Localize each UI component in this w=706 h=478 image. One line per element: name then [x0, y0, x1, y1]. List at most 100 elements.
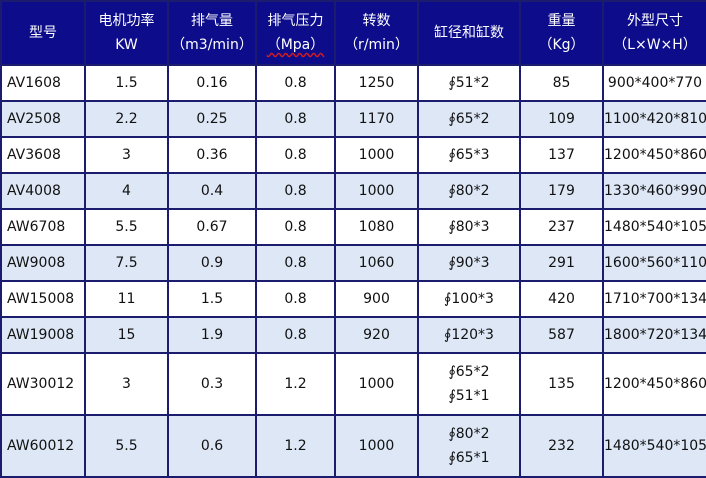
cylinder-spec: ∮120*3: [444, 327, 494, 343]
header-power-unit: KW: [115, 37, 138, 53]
cell-displacement: 1.5: [167, 280, 257, 318]
cell-power: 1.5: [84, 64, 169, 102]
cell-displacement: 0.16: [167, 64, 257, 102]
cell-power: 2.2: [84, 100, 169, 138]
cell-power: 7.5: [84, 244, 169, 282]
cell-cylinders: ∮100*3: [417, 280, 521, 318]
table-row: AW15008 11 1.5 0.8 900 ∮100*3 420 1710*7…: [0, 280, 706, 318]
cell-size: 1710*700*1340: [602, 280, 706, 318]
cell-cylinders: ∮65*2 ∮51*1: [417, 352, 521, 416]
cell-speed: 1000: [334, 352, 419, 416]
cell-speed: 1000: [334, 172, 419, 210]
cell-power: 11: [84, 280, 169, 318]
header-row: 型号 电机功率 KW 排气量 （m3/min） 排气压力 （Mpa） 转数 （r…: [0, 0, 706, 66]
header-model-label: 型号: [29, 25, 57, 41]
cell-weight: 135: [519, 352, 604, 416]
table-row: AW9008 7.5 0.9 0.8 1060 ∮90*3 291 1600*5…: [0, 244, 706, 282]
cell-displacement: 0.3: [167, 352, 257, 416]
cylinder-spec: ∮90*3: [448, 255, 490, 271]
header-cylinders-label: 缸径和缸数: [434, 25, 504, 41]
cell-displacement: 0.4: [167, 172, 257, 210]
cell-model: AV2508: [0, 100, 86, 138]
table-row: AW30012 3 0.3 1.2 1000 ∮65*2 ∮51*1 135 1…: [0, 352, 706, 416]
cell-power: 5.5: [84, 414, 169, 478]
cell-speed: 1250: [334, 64, 419, 102]
cell-cylinders: ∮80*2: [417, 172, 521, 210]
cell-displacement: 0.25: [167, 100, 257, 138]
cell-power: 15: [84, 316, 169, 354]
cell-weight: 137: [519, 136, 604, 174]
cell-speed: 1080: [334, 208, 419, 246]
cell-power: 3: [84, 352, 169, 416]
cell-cylinders: ∮80*3: [417, 208, 521, 246]
cell-pressure: 0.8: [255, 136, 336, 174]
cell-speed: 1000: [334, 136, 419, 174]
cylinder-spec: ∮80*3: [448, 219, 490, 235]
header-pressure-unit: （Mpa）: [266, 37, 325, 53]
cell-displacement: 0.67: [167, 208, 257, 246]
cell-pressure: 0.8: [255, 208, 336, 246]
cell-pressure: 0.8: [255, 280, 336, 318]
cell-power: 4: [84, 172, 169, 210]
cell-displacement: 1.9: [167, 316, 257, 354]
cell-model: AW19008: [0, 316, 86, 354]
cell-model: AW6708: [0, 208, 86, 246]
cell-pressure: 0.8: [255, 100, 336, 138]
cell-size: 1100*420*810: [602, 100, 706, 138]
cell-model: AW15008: [0, 280, 86, 318]
header-displacement-unit: （m3/min）: [171, 37, 253, 53]
cylinder-spec: ∮80*2: [448, 426, 490, 442]
cell-displacement: 0.6: [167, 414, 257, 478]
cell-power: 3: [84, 136, 169, 174]
cell-size: 1800*720*1340: [602, 316, 706, 354]
cell-pressure: 0.8: [255, 244, 336, 282]
cell-speed: 1000: [334, 414, 419, 478]
cell-size: 900*400*770: [602, 64, 706, 102]
cell-size: 1480*540*1050: [602, 208, 706, 246]
header-pressure-label: 排气压力: [267, 13, 324, 29]
cell-pressure: 1.2: [255, 414, 336, 478]
table-row: AW6708 5.5 0.67 0.8 1080 ∮80*3 237 1480*…: [0, 208, 706, 246]
cell-speed: 920: [334, 316, 419, 354]
header-power-label: 电机功率: [98, 13, 155, 29]
table-row: AW60012 5.5 0.6 1.2 1000 ∮80*2 ∮65*1 232…: [0, 414, 706, 478]
cylinder-spec: ∮65*3: [448, 147, 490, 163]
header-weight: 重量 （Kg）: [519, 0, 604, 66]
header-pressure: 排气压力 （Mpa）: [255, 0, 336, 66]
cell-cylinders: ∮120*3: [417, 316, 521, 354]
cylinder-spec: ∮100*3: [444, 291, 494, 307]
cylinder-spec-secondary: ∮65*1: [448, 450, 490, 466]
cylinder-spec: ∮65*2: [448, 364, 490, 380]
cell-model: AV1608: [0, 64, 86, 102]
cell-size: 1200*450*860: [602, 352, 706, 416]
table-row: AV4008 4 0.4 0.8 1000 ∮80*2 179 1330*460…: [0, 172, 706, 210]
cell-weight: 85: [519, 64, 604, 102]
header-cylinders: 缸径和缸数: [417, 0, 521, 66]
cell-power: 5.5: [84, 208, 169, 246]
cell-model: AV3608: [0, 136, 86, 174]
header-displacement-label: 排气量: [191, 13, 233, 29]
cell-weight: 179: [519, 172, 604, 210]
cell-pressure: 0.8: [255, 172, 336, 210]
header-speed: 转数 （r/min）: [334, 0, 419, 66]
table-row: AV3608 3 0.36 0.8 1000 ∮65*3 137 1200*45…: [0, 136, 706, 174]
cell-size: 1600*560*1100: [602, 244, 706, 282]
header-speed-label: 转数: [362, 13, 391, 29]
cell-weight: 109: [519, 100, 604, 138]
header-size: 外型尺寸 （L×W×H）: [602, 0, 706, 66]
table-row: AV1608 1.5 0.16 0.8 1250 ∮51*2 85 900*40…: [0, 64, 706, 102]
cell-cylinders: ∮80*2 ∮65*1: [417, 414, 521, 478]
cell-weight: 420: [519, 280, 604, 318]
cell-cylinders: ∮51*2: [417, 64, 521, 102]
header-model: 型号: [0, 0, 86, 66]
header-weight-unit: （Kg）: [538, 37, 585, 53]
cell-pressure: 0.8: [255, 316, 336, 354]
cell-model: AW9008: [0, 244, 86, 282]
cell-displacement: 0.36: [167, 136, 257, 174]
cell-cylinders: ∮90*3: [417, 244, 521, 282]
cell-weight: 291: [519, 244, 604, 282]
cell-size: 1330*460*990: [602, 172, 706, 210]
cell-weight: 232: [519, 414, 604, 478]
table-row: AV2508 2.2 0.25 0.8 1170 ∮65*2 109 1100*…: [0, 100, 706, 138]
